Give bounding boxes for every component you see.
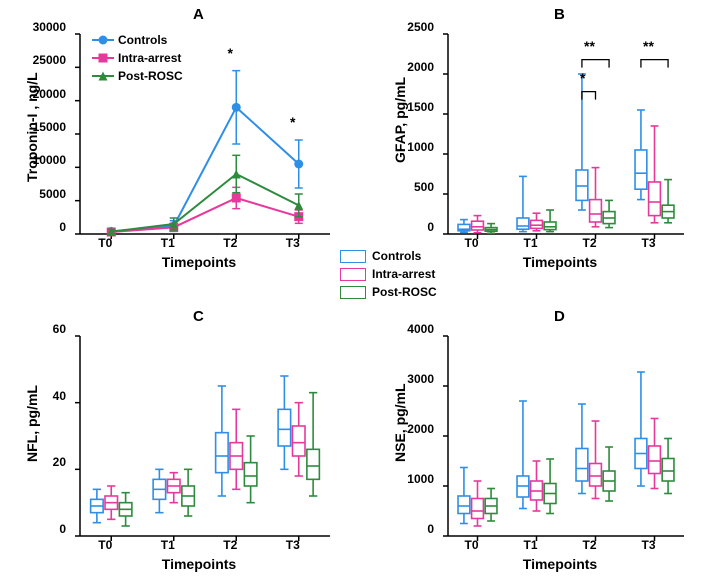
panel-label-D: D (554, 308, 565, 325)
ytick: 20 (24, 455, 66, 469)
sig-star: * (285, 114, 301, 130)
ytick: 1000 (392, 140, 434, 154)
panel-label-A: A (193, 6, 204, 23)
legend-marker (92, 70, 114, 82)
xtick: T1 (153, 538, 183, 552)
ytick: 40 (24, 389, 66, 403)
legend-label: Intra-arrest (118, 51, 181, 65)
ytick: 0 (392, 220, 434, 234)
ytick: 15000 (24, 120, 66, 134)
sig-star: * (222, 45, 238, 61)
ytick: 2000 (392, 60, 434, 74)
xtick: T1 (516, 236, 546, 250)
ytick: 500 (392, 180, 434, 194)
panel-D (442, 330, 678, 530)
legend-row: Controls (340, 248, 437, 264)
legend-swatch (340, 250, 366, 263)
legend-row: Controls (92, 32, 183, 48)
ytick: 4000 (392, 322, 434, 336)
ytick: 5000 (24, 187, 66, 201)
plot-B (442, 28, 690, 240)
panel-C (74, 330, 324, 530)
panel-label-C: C (193, 308, 204, 325)
ytick: 1500 (392, 100, 434, 114)
ytick: 60 (24, 322, 66, 336)
xtick: T3 (634, 236, 664, 250)
legend-swatch (340, 286, 366, 299)
xtick: T2 (575, 236, 605, 250)
legend-row: Intra-arrest (92, 50, 183, 66)
xtick: T0 (90, 538, 120, 552)
sig-bracket: * (571, 70, 595, 86)
ytick: 20000 (24, 87, 66, 101)
xlabel-A: Timepoints (74, 254, 324, 270)
xtick: T2 (215, 236, 245, 250)
ytick: 1000 (392, 472, 434, 486)
legend-label: Controls (372, 249, 421, 263)
legend-label: Post-ROSC (118, 69, 183, 83)
xtick: T0 (457, 538, 487, 552)
legend-label: Controls (118, 33, 167, 47)
xtick: T2 (575, 538, 605, 552)
legend-marker (92, 52, 114, 64)
legend-swatch (340, 268, 366, 281)
xtick: T3 (634, 538, 664, 552)
sig-bracket: ** (578, 38, 602, 54)
plot-C (74, 330, 336, 542)
panel-label-B: B (554, 6, 565, 23)
legend-label: Post-ROSC (372, 285, 437, 299)
ytick: 2500 (392, 20, 434, 34)
ytick: 0 (392, 522, 434, 536)
ytick: 30000 (24, 20, 66, 34)
xtick: T3 (278, 538, 308, 552)
ytick: 2000 (392, 422, 434, 436)
sig-bracket: ** (637, 38, 661, 54)
xtick: T0 (90, 236, 120, 250)
figure-root: ATroponin-I , ng/LTimepoints050001000015… (0, 0, 708, 582)
legend-shared: Controls Intra-arrest Post-ROSC (340, 248, 437, 302)
ytick: 0 (24, 522, 66, 536)
ytick: 25000 (24, 53, 66, 67)
legend-label: Intra-arrest (372, 267, 435, 281)
legend-row: Post-ROSC (340, 284, 437, 300)
plot-D (442, 330, 690, 542)
xlabel-B: Timepoints (442, 254, 678, 270)
xtick: T1 (153, 236, 183, 250)
xtick: T2 (215, 538, 245, 552)
legend-marker (92, 34, 114, 46)
ytick: 3000 (392, 372, 434, 386)
xtick: T3 (278, 236, 308, 250)
xlabel-D: Timepoints (442, 556, 678, 572)
xtick: T1 (516, 538, 546, 552)
ytick: 0 (24, 220, 66, 234)
panel-B (442, 28, 678, 228)
xtick: T0 (457, 236, 487, 250)
legend-A: Controls Intra-arrest Post-ROSC (92, 32, 183, 86)
legend-row: Post-ROSC (92, 68, 183, 84)
ytick: 10000 (24, 153, 66, 167)
xlabel-C: Timepoints (74, 556, 324, 572)
legend-row: Intra-arrest (340, 266, 437, 282)
